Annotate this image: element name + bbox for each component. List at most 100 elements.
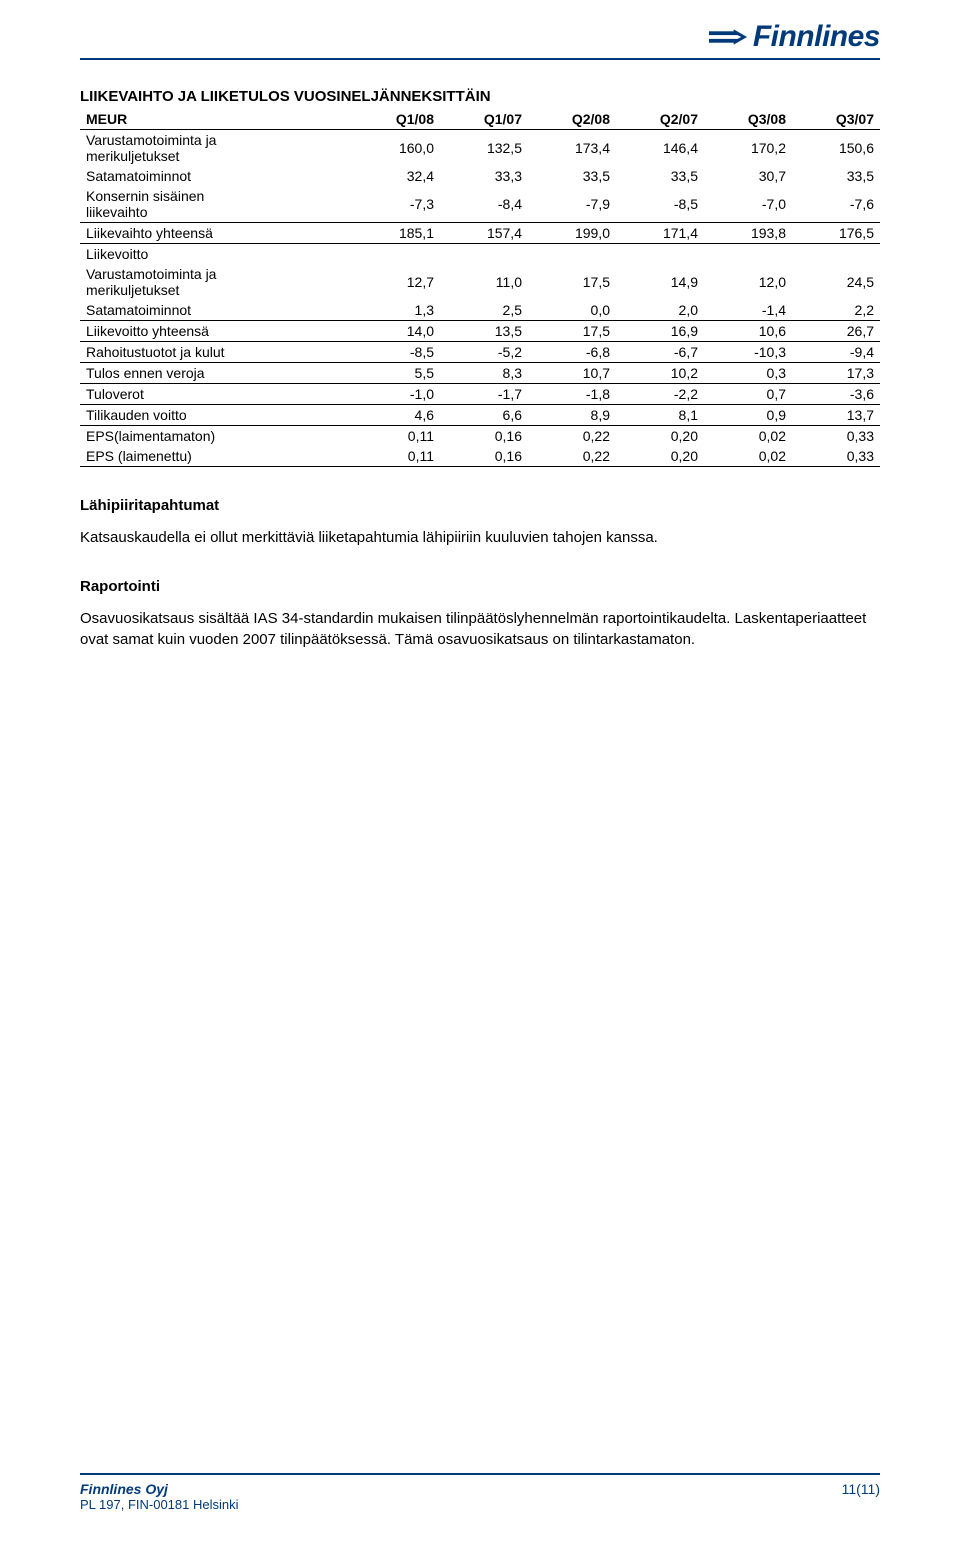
table-cell: [616, 244, 704, 265]
table-cell: -8,5: [616, 186, 704, 223]
table-cell: 33,3: [440, 166, 528, 186]
finnlines-logo-icon: [709, 23, 747, 51]
table-row: Rahoitustuotot ja kulut-8,5-5,2-6,8-6,7-…: [80, 342, 880, 363]
row-label: Tulos ennen veroja: [80, 363, 352, 384]
table-body: Varustamotoiminta jamerikuljetukset160,0…: [80, 130, 880, 467]
table-cell: [528, 244, 616, 265]
table-cell: 12,7: [352, 264, 440, 300]
table-cell: 173,4: [528, 130, 616, 167]
table-cell: 0,3: [704, 363, 792, 384]
row-label: Tuloverot: [80, 384, 352, 405]
table-title: LIIKEVAIHTO JA LIIKETULOS VUOSINELJÄNNEK…: [80, 88, 880, 105]
table-cell: 13,5: [440, 321, 528, 342]
table-cell: 16,9: [616, 321, 704, 342]
table-cell: 185,1: [352, 223, 440, 244]
table-cell: 2,0: [616, 300, 704, 321]
table-cell: -2,2: [616, 384, 704, 405]
table-cell: 0,7: [704, 384, 792, 405]
table-cell: 2,2: [792, 300, 880, 321]
row-label: Liikevoitto yhteensä: [80, 321, 352, 342]
section-heading: Lähipiiritapahtumat: [80, 497, 880, 514]
table-cell: 0,20: [616, 426, 704, 447]
table-cell: -5,2: [440, 342, 528, 363]
brand-logo: Finnlines: [709, 20, 880, 54]
table-header-cell: Q3/08: [704, 109, 792, 130]
table-cell: 13,7: [792, 405, 880, 426]
table-cell: 199,0: [528, 223, 616, 244]
page-content: LIIKEVAIHTO JA LIIKETULOS VUOSINELJÄNNEK…: [0, 60, 960, 650]
table-cell: 0,02: [704, 446, 792, 467]
table-cell: -9,4: [792, 342, 880, 363]
table-cell: [440, 244, 528, 265]
table-cell: 0,16: [440, 446, 528, 467]
table-cell: 132,5: [440, 130, 528, 167]
table-cell: 11,0: [440, 264, 528, 300]
page-header: Finnlines: [0, 0, 960, 54]
table-cell: 0,11: [352, 426, 440, 447]
table-cell: 30,7: [704, 166, 792, 186]
table-row: Tulos ennen veroja5,58,310,710,20,317,3: [80, 363, 880, 384]
footer-address: PL 197, FIN-00181 Helsinki: [80, 1497, 239, 1512]
table-cell: 0,20: [616, 446, 704, 467]
table-cell: 10,2: [616, 363, 704, 384]
table-row: Konsernin sisäinenliikevaihto-7,3-8,4 -7,…: [80, 186, 880, 223]
footer-left: Finnlines Oyj PL 197, FIN-00181 Helsinki: [80, 1481, 239, 1512]
table-cell: -10,3: [704, 342, 792, 363]
table-cell: -8,5: [352, 342, 440, 363]
table-cell: [704, 244, 792, 265]
table-header-cell: MEUR: [80, 109, 352, 130]
table-cell: -1,7: [440, 384, 528, 405]
row-label: Satamatoiminnot: [80, 166, 352, 186]
table-row: Liikevoitto: [80, 244, 880, 265]
table-cell: 14,9: [616, 264, 704, 300]
row-label: Satamatoiminnot: [80, 300, 352, 321]
brand-name: Finnlines: [753, 20, 880, 54]
table-cell: -3,6: [792, 384, 880, 405]
section-heading: Raportointi: [80, 578, 880, 595]
table-cell: 160,0: [352, 130, 440, 167]
table-cell: -8,4: [440, 186, 528, 223]
table-row: Tilikauden voitto4,66,68,98,10,913,7: [80, 405, 880, 426]
table-cell: -7,6: [792, 186, 880, 223]
table-cell: 0,0: [528, 300, 616, 321]
table-cell: [352, 244, 440, 265]
table-row: Liikevoitto yhteensä14,013,517,516,910,6…: [80, 321, 880, 342]
table-cell: 176,5: [792, 223, 880, 244]
footer-company: Finnlines Oyj: [80, 1481, 239, 1497]
table-cell: 0,16: [440, 426, 528, 447]
table-cell: 0,11: [352, 446, 440, 467]
row-label: Varustamotoiminta jamerikuljetukset: [80, 264, 352, 300]
footer-page-number: 11(11): [842, 1481, 880, 1512]
table-cell: 157,4: [440, 223, 528, 244]
table-cell: 10,7: [528, 363, 616, 384]
section-body: Katsauskaudella ei ollut merkittäviä lii…: [80, 528, 880, 548]
table-row: Varustamotoiminta jamerikuljetukset12,71…: [80, 264, 880, 300]
row-label: Konsernin sisäinenliikevaihto: [80, 186, 352, 223]
row-label: Rahoitustuotot ja kulut: [80, 342, 352, 363]
table-cell: 33,5: [792, 166, 880, 186]
footer-divider: [80, 1473, 880, 1475]
table-row: Satamatoiminnot32,433,333,533,530,733,5: [80, 166, 880, 186]
table-cell: -1,8: [528, 384, 616, 405]
table-cell: -6,7: [616, 342, 704, 363]
table-cell: [792, 244, 880, 265]
row-label: EPS(laimentamaton): [80, 426, 352, 447]
table-cell: -6,8: [528, 342, 616, 363]
table-row: Satamatoiminnot1,32,50,02,0-1,42,2: [80, 300, 880, 321]
table-cell: 146,4: [616, 130, 704, 167]
row-label: Liikevoitto: [80, 244, 352, 265]
table-cell: -1,4: [704, 300, 792, 321]
table-cell: 0,33: [792, 426, 880, 447]
table-cell: -1,0: [352, 384, 440, 405]
table-cell: 193,8: [704, 223, 792, 244]
table-cell: 14,0: [352, 321, 440, 342]
table-cell: -7,3: [352, 186, 440, 223]
table-cell: 6,6: [440, 405, 528, 426]
table-header-cell: Q3/07: [792, 109, 880, 130]
table-cell: 0,9: [704, 405, 792, 426]
row-label: Varustamotoiminta jamerikuljetukset: [80, 130, 352, 167]
table-cell: 150,6: [792, 130, 880, 167]
table-row: EPS (laimenettu)0,110,160,220,200,020,33: [80, 446, 880, 467]
table-cell: 24,5: [792, 264, 880, 300]
table-cell: 17,3: [792, 363, 880, 384]
